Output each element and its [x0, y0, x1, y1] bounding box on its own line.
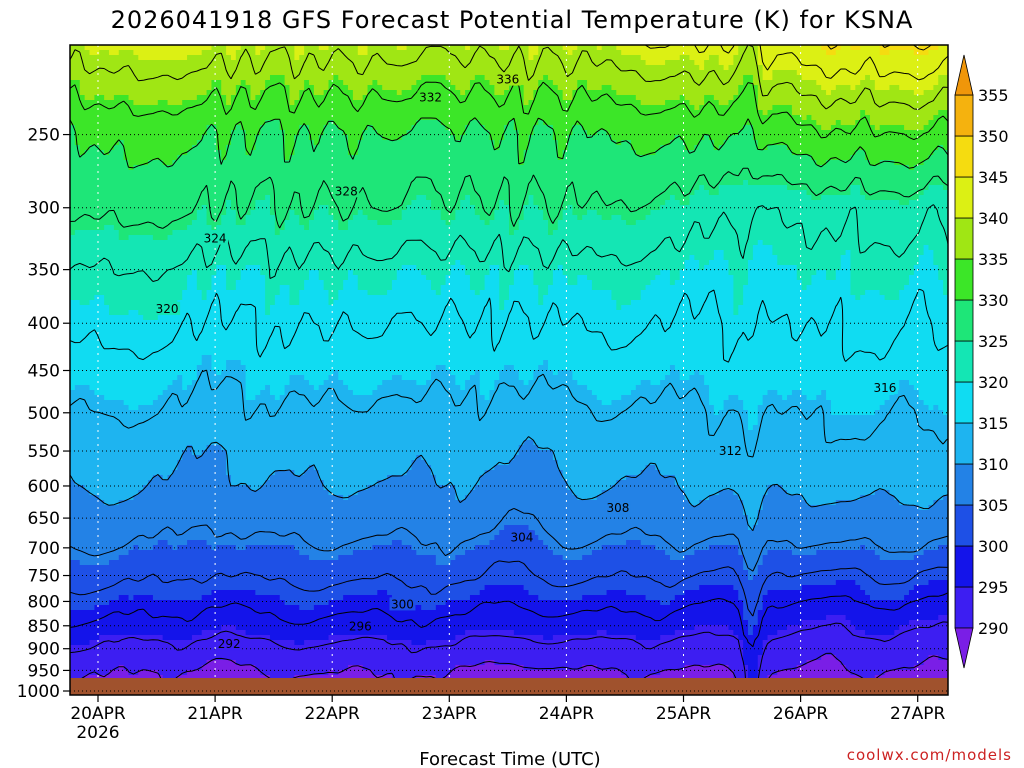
- contour-label-bg: [333, 184, 360, 198]
- contour-label: 332: [419, 91, 442, 105]
- x-tick-label: 25APR: [656, 704, 712, 724]
- colorbar-tick-label: 305: [978, 496, 1009, 515]
- plot-area: 292 296 300 304 308 312 316 320 324 328 332 336: [70, 45, 948, 695]
- y-tick-label: 900: [28, 640, 60, 660]
- y-axis: 250 300 350 400 450 500 550 600 650 700 750 800 850 9…: [17, 126, 70, 702]
- colorbar-tick-label: 315: [978, 414, 1009, 433]
- below-ground-fill: [70, 678, 948, 695]
- y-tick-label: 350: [28, 261, 60, 281]
- colorbar-swatch: [954, 217, 974, 260]
- colorbar-swatch: [954, 463, 974, 506]
- colorbar-swatch: [954, 586, 974, 629]
- y-tick-label: 800: [28, 592, 60, 612]
- y-tick-label: 850: [28, 617, 60, 637]
- colorbar-tick-label: 335: [978, 250, 1009, 269]
- contour-label-bg: [389, 597, 416, 611]
- y-tick-label: 600: [28, 477, 60, 497]
- colorbar-tick-label: 320: [978, 373, 1009, 392]
- colorbar-tick-label: 350: [978, 127, 1009, 146]
- colorbar-low-arrow: [954, 627, 974, 669]
- y-tick-label: 550: [28, 442, 60, 462]
- contour-label-bg: [347, 619, 374, 633]
- colorbar-tick-label: 345: [978, 168, 1009, 187]
- colorbar-tick-label: 340: [978, 209, 1009, 228]
- x-tick-label: 21APR: [187, 704, 243, 724]
- colorbar-swatch: [954, 176, 974, 219]
- colorbar-tick-label: 330: [978, 291, 1009, 310]
- colorbar-swatch: [954, 381, 974, 424]
- colorbar-swatch: [954, 258, 974, 301]
- colorbar-tick-label: 310: [978, 455, 1009, 474]
- contour-label: 328: [335, 184, 358, 198]
- colorbar-tick-label: 295: [978, 578, 1009, 597]
- x-tick-label: 27APR: [890, 704, 946, 724]
- y-tick-label: 650: [28, 509, 60, 529]
- y-tick-label: 300: [28, 199, 60, 219]
- colorbar-swatch: [954, 299, 974, 342]
- contour-label: 296: [349, 620, 372, 634]
- contour-label: 336: [496, 73, 519, 87]
- x-tick-label: 20APR: [70, 704, 126, 724]
- colorbar-swatch: [954, 422, 974, 465]
- x-tick-label: 23APR: [422, 704, 478, 724]
- filled-contours: [70, 45, 948, 695]
- x-tick-label: 24APR: [539, 704, 595, 724]
- colorbar-tick-label: 355: [978, 86, 1009, 105]
- y-tick-label: 750: [28, 567, 60, 587]
- contour-label: 320: [156, 302, 179, 316]
- contour-label: 300: [391, 597, 414, 611]
- colorbar-swatch: [954, 135, 974, 178]
- contour-label-bg: [216, 637, 243, 651]
- contour-label: 304: [510, 530, 533, 544]
- x-tick-label: 26APR: [773, 704, 829, 724]
- colorbar-swatch: [954, 94, 974, 137]
- y-tick-label: 1000: [17, 682, 60, 702]
- contour-labels: 292 296 300 304 308 312 316 320 324 328 332 336: [154, 72, 898, 651]
- contour-lines: [70, 45, 948, 695]
- contour-label-bg: [508, 530, 535, 544]
- y-tick-label: 250: [28, 126, 60, 146]
- contour-label-bg: [604, 501, 631, 515]
- contour-label-bg: [202, 231, 229, 245]
- contour-label: 312: [719, 444, 742, 458]
- contour-label-bg: [717, 444, 744, 458]
- colorbar-tick-label: 300: [978, 537, 1009, 556]
- colorbar-high-arrow: [954, 54, 974, 96]
- y-tick-label: 400: [28, 314, 60, 334]
- contour-label: 316: [873, 381, 896, 395]
- colorbar-swatch: [954, 545, 974, 588]
- x-axis-label: Forecast Time (UTC): [419, 749, 600, 768]
- contour-label: 292: [218, 637, 241, 651]
- contour-label-bg: [154, 301, 181, 315]
- contour-label-bg: [417, 90, 444, 104]
- contour-label: 324: [204, 232, 227, 246]
- x-axis-year: 2026: [76, 723, 119, 743]
- colorbar: 290 295 300 305 310 315 320 325 330 335 340 345 350 3…: [954, 54, 1009, 669]
- contour-label-bg: [494, 72, 521, 86]
- x-axis: 20APR 21APR 22APR 23APR 24APR 25APR 26APR 27APR: [70, 695, 946, 724]
- contour-line-set: [70, 45, 948, 695]
- contour-label-bg: [871, 380, 898, 394]
- grid-lines: [70, 45, 948, 692]
- contour-label: 308: [606, 501, 629, 515]
- colorbar-tick-label: 290: [978, 619, 1009, 638]
- colorbar-tick-label: 325: [978, 332, 1009, 351]
- chart-title: 2026041918 GFS Forecast Potential Temper…: [111, 6, 914, 34]
- y-tick-label: 700: [28, 539, 60, 559]
- colorbar-swatch: [954, 340, 974, 383]
- y-tick-label: 450: [28, 361, 60, 381]
- x-tick-label: 22APR: [305, 704, 361, 724]
- credit-label: coolwx.com/models: [847, 746, 1012, 764]
- y-tick-label: 500: [28, 404, 60, 424]
- y-tick-label: 950: [28, 661, 60, 681]
- colorbar-swatch: [954, 504, 974, 547]
